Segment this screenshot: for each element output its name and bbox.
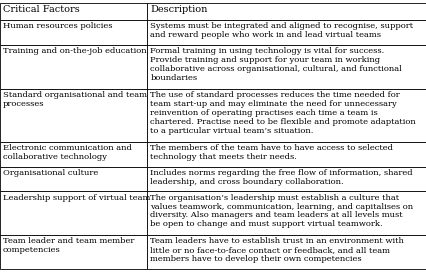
Bar bbox=[147, 235, 426, 269]
Bar bbox=[147, 45, 426, 89]
Text: Team leaders have to establish trust in an environment with
little or no face-to: Team leaders have to establish trust in … bbox=[150, 237, 403, 263]
Bar bbox=[0, 191, 147, 235]
Text: Includes norms regarding the free flow of information, shared
leadership, and cr: Includes norms regarding the free flow o… bbox=[150, 169, 412, 186]
Text: Leadership support of virtual team: Leadership support of virtual team bbox=[3, 194, 150, 202]
Bar bbox=[0, 3, 147, 20]
Bar bbox=[0, 235, 147, 269]
Bar bbox=[147, 191, 426, 235]
Text: Standard organisational and team
processes: Standard organisational and team process… bbox=[3, 91, 147, 108]
Bar bbox=[147, 3, 426, 20]
Bar bbox=[0, 142, 147, 166]
Text: Systems must be integrated and aligned to recognise, support
and reward people w: Systems must be integrated and aligned t… bbox=[150, 22, 412, 39]
Bar bbox=[147, 166, 426, 191]
Text: Critical Factors: Critical Factors bbox=[3, 5, 80, 14]
Text: Description: Description bbox=[150, 5, 207, 14]
Bar bbox=[0, 166, 147, 191]
Bar bbox=[0, 20, 147, 45]
Text: The use of standard processes reduces the time needed for
team start-up and may : The use of standard processes reduces th… bbox=[150, 91, 415, 135]
Bar bbox=[147, 142, 426, 166]
Text: Team leader and team member
competencies: Team leader and team member competencies bbox=[3, 237, 134, 254]
Text: Formal training in using technology is vital for success.
Provide training and s: Formal training in using technology is v… bbox=[150, 47, 401, 82]
Text: Human resources policies: Human resources policies bbox=[3, 22, 112, 30]
Bar bbox=[147, 89, 426, 142]
Text: Training and on-the-job education: Training and on-the-job education bbox=[3, 47, 146, 55]
Bar bbox=[147, 20, 426, 45]
Bar bbox=[0, 89, 147, 142]
Text: The organisation’s leadership must establish a culture that
values teamwork, com: The organisation’s leadership must estab… bbox=[150, 194, 412, 228]
Text: The members of the team have to have access to selected
technology that meets th: The members of the team have to have acc… bbox=[150, 144, 392, 161]
Text: Organisational culture: Organisational culture bbox=[3, 169, 98, 177]
Text: Electronic communication and
collaborative technology: Electronic communication and collaborati… bbox=[3, 144, 132, 161]
Bar bbox=[0, 45, 147, 89]
